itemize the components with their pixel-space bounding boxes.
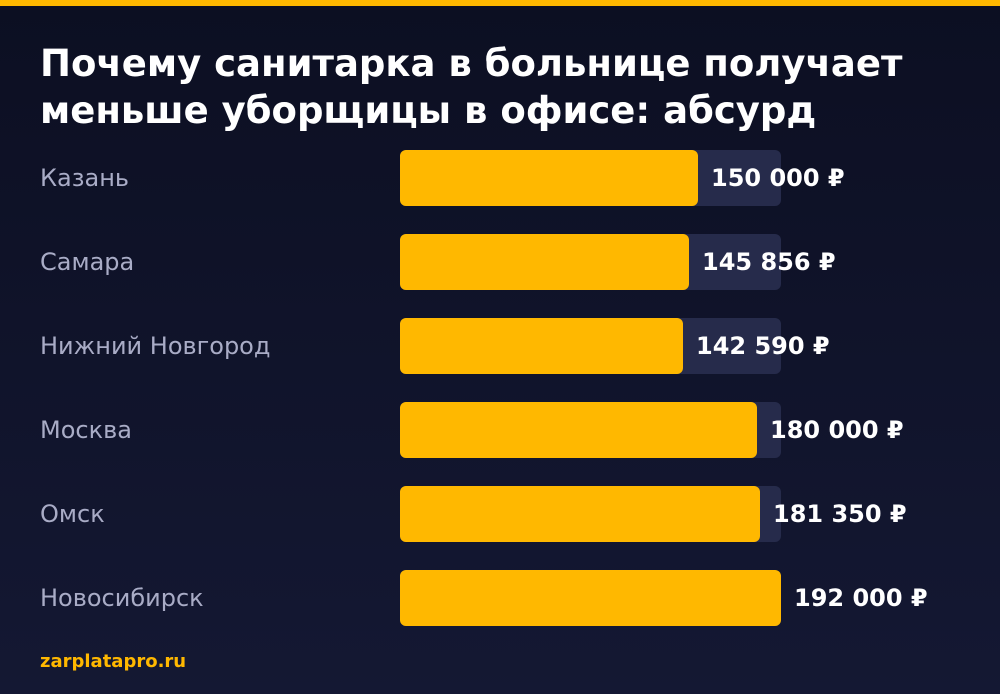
chart-title: Почему санитарка в больнице получает мен… (40, 42, 903, 132)
bar (400, 486, 760, 542)
data-label: 180 000 ₽ (770, 416, 904, 444)
category-label: Москва (40, 416, 132, 444)
top-accent-bar (0, 0, 1000, 6)
bar (400, 234, 689, 290)
data-label: 142 590 ₽ (696, 332, 830, 360)
bar (400, 570, 781, 626)
bar-row: Нижний Новгород 142 590 ₽ (0, 318, 1000, 374)
bar-row: Новосибирск 192 000 ₽ (0, 570, 1000, 626)
category-label: Казань (40, 164, 130, 192)
bar (400, 150, 698, 206)
bar (400, 402, 757, 458)
site-footer-brand[interactable]: zarplatapro.ru (40, 651, 187, 672)
category-label: Нижний Новгород (40, 332, 271, 360)
category-label: Самара (40, 248, 135, 276)
data-label: 181 350 ₽ (773, 500, 907, 528)
category-label: Омск (40, 500, 105, 528)
bar (400, 318, 683, 374)
bar-row: Самара 145 856 ₽ (0, 234, 1000, 290)
category-label: Новосибирск (40, 584, 204, 612)
bar-row: Омск 181 350 ₽ (0, 486, 1000, 542)
data-label: 192 000 ₽ (794, 584, 928, 612)
bar-row: Казань 150 000 ₽ (0, 150, 1000, 206)
bar-row: Москва 180 000 ₽ (0, 402, 1000, 458)
data-label: 150 000 ₽ (711, 164, 845, 192)
data-label: 145 856 ₽ (702, 248, 836, 276)
